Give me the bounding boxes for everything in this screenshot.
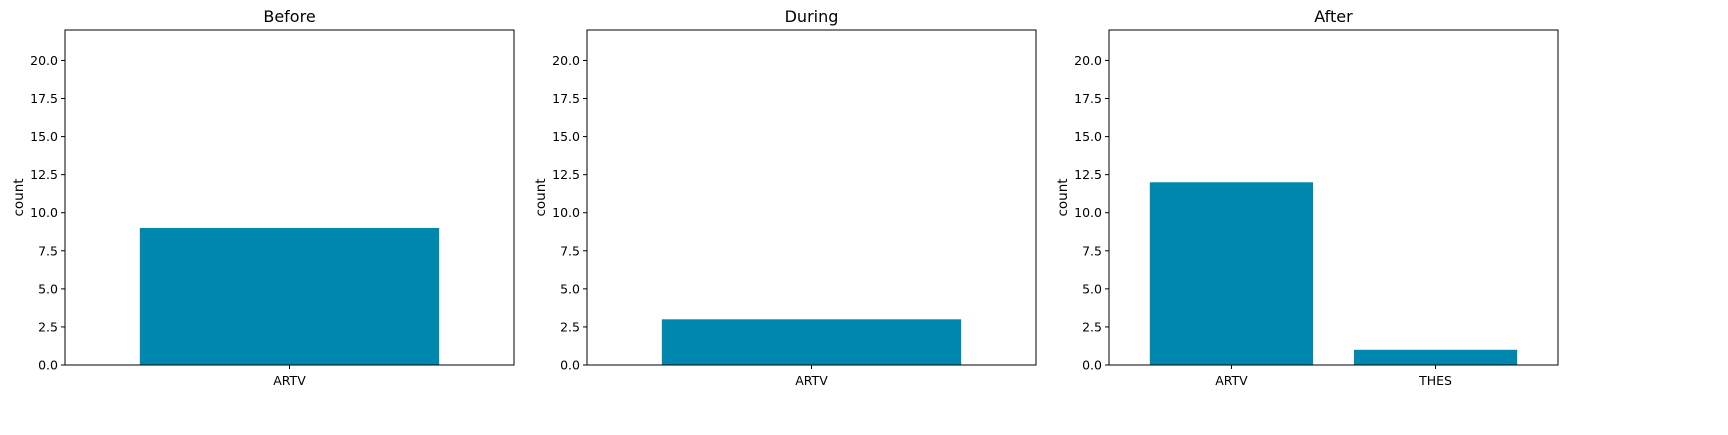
y-tick-label: 12.5 — [1074, 167, 1102, 182]
y-tick-label: 10.0 — [1074, 205, 1102, 220]
subplot-before: Before ARTV 0.0 2.5 5.0 7.5 10.0 12.5 15.0 17.5 20… — [11, 7, 515, 388]
y-axis-label: count — [11, 178, 27, 216]
y-tick-label: 20.0 — [30, 53, 58, 68]
subplot-after: After ARTV THES 0.0 2.5 5.0 7.5 10.0 12.5 15.0 17.… — [1055, 7, 1559, 388]
plot-frame — [586, 29, 1037, 366]
y-tick-label: 12.5 — [30, 167, 58, 182]
y-axis-label: count — [1055, 178, 1071, 216]
y-tick-label: 12.5 — [552, 167, 580, 182]
plot-frame — [1108, 29, 1559, 366]
y-tick-label: 0.0 — [38, 358, 58, 373]
y-tick-label: 17.5 — [552, 91, 580, 106]
plot-frame — [64, 29, 515, 366]
x-tick-label: ARTV — [1215, 373, 1248, 388]
y-tick-label: 7.5 — [1082, 243, 1102, 258]
bar-artv — [661, 319, 962, 365]
y-tick-label: 10.0 — [552, 205, 580, 220]
y-tick-label: 20.0 — [552, 53, 580, 68]
x-tick-label: ARTV — [795, 373, 828, 388]
bar-artv — [139, 227, 440, 365]
x-tick-label: ARTV — [273, 373, 306, 388]
bar-artv — [1149, 182, 1314, 365]
chart-title: After — [1314, 7, 1353, 26]
y-tick-label: 0.0 — [1082, 358, 1102, 373]
y-tick-label: 17.5 — [30, 91, 58, 106]
y-tick-label: 7.5 — [38, 243, 58, 258]
chart-title: During — [785, 7, 839, 26]
y-tick-label: 15.0 — [552, 129, 580, 144]
y-tick-label: 20.0 — [1074, 53, 1102, 68]
y-tick-label: 2.5 — [1082, 319, 1102, 334]
subplot-during: During ARTV 0.0 2.5 5.0 7.5 10.0 12.5 15.0 17.5 20… — [533, 7, 1037, 388]
y-tick-label: 17.5 — [1074, 91, 1102, 106]
y-tick-label: 15.0 — [30, 129, 58, 144]
y-tick-label: 0.0 — [560, 358, 580, 373]
y-tick-label: 5.0 — [38, 281, 58, 296]
chart-title: Before — [263, 7, 315, 26]
y-tick-label: 2.5 — [38, 319, 58, 334]
y-axis-label: count — [533, 178, 549, 216]
y-tick-label: 2.5 — [560, 319, 580, 334]
y-tick-label: 5.0 — [1082, 281, 1102, 296]
y-tick-label: 15.0 — [1074, 129, 1102, 144]
y-tick-label: 5.0 — [560, 281, 580, 296]
y-tick-label: 7.5 — [560, 243, 580, 258]
x-tick-label: THES — [1418, 373, 1452, 388]
y-tick-label: 10.0 — [30, 205, 58, 220]
bar-thes — [1353, 349, 1518, 365]
